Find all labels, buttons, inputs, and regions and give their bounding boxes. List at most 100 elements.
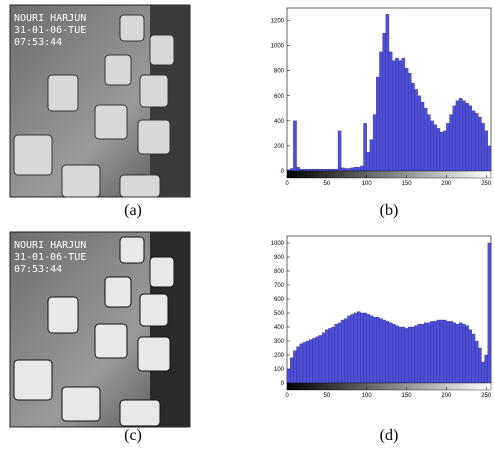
bar (434, 125, 437, 171)
gray-scale-bar (287, 171, 491, 178)
bar (459, 323, 462, 383)
figure: NOURI HARJUN31-01-06-TUE07:53:44(a)NOURI… (0, 0, 495, 454)
overlay-text: NOURI HARJUN (14, 240, 86, 251)
bar (443, 320, 446, 383)
bar (405, 68, 408, 171)
y-tick-label: 1000 (271, 44, 285, 50)
bar (446, 321, 449, 383)
bar (348, 316, 351, 383)
y-tick-label: 600 (274, 297, 285, 303)
bar (440, 132, 443, 171)
bar (450, 115, 453, 171)
bar (399, 327, 402, 383)
x-tick-label: 150 (402, 393, 413, 399)
bar (478, 348, 481, 383)
bar (469, 106, 472, 171)
bar (367, 152, 370, 171)
bar (485, 131, 488, 171)
bar (348, 168, 351, 171)
y-tick-label: 500 (274, 311, 285, 317)
bar (357, 312, 360, 383)
bar (367, 314, 370, 383)
bar (300, 169, 303, 171)
bar (430, 321, 433, 383)
y-tick-label: 0 (281, 169, 285, 175)
bar (421, 324, 424, 383)
bar (456, 101, 459, 171)
bar (383, 33, 386, 171)
y-tick-label: 900 (274, 255, 285, 261)
overlay-text: 07:53:44 (14, 37, 62, 48)
x-tick-label: 100 (362, 393, 373, 399)
bar (364, 313, 367, 383)
bar (415, 326, 418, 383)
overlay-text: 07:53:44 (14, 264, 62, 275)
x-tick-label: 250 (481, 393, 492, 399)
bar (469, 330, 472, 383)
bar (434, 321, 437, 383)
bar (395, 326, 398, 383)
bar (341, 168, 344, 171)
bar (344, 168, 347, 171)
bar (335, 169, 338, 171)
bar (306, 169, 309, 171)
bar (335, 324, 338, 383)
bar (338, 131, 341, 171)
y-tick-label: 200 (274, 353, 285, 359)
bar (344, 319, 347, 383)
bar (354, 313, 357, 383)
bar (462, 324, 465, 383)
x-tick-label: 50 (324, 181, 331, 187)
bar (293, 351, 296, 383)
bar (325, 330, 328, 383)
bar (402, 327, 405, 383)
bar (472, 334, 475, 383)
bar (376, 77, 379, 171)
bar (408, 327, 411, 383)
bar (370, 140, 373, 171)
bar (424, 323, 427, 383)
bar (478, 117, 481, 171)
overlay-text: 31-01-06-TUE (14, 252, 86, 263)
bar (386, 14, 389, 171)
y-tick-label: 1000 (271, 241, 285, 247)
bar (303, 169, 306, 171)
x-tick-label: 50 (324, 393, 331, 399)
bar (437, 320, 440, 383)
bar (481, 362, 484, 383)
bar (456, 324, 459, 383)
y-tick-label: 800 (274, 69, 285, 75)
bar (297, 167, 300, 171)
bar (373, 115, 376, 171)
bar (424, 108, 427, 171)
bar (306, 341, 309, 383)
bar (466, 103, 469, 171)
bar (462, 101, 465, 171)
x-tick-label: 0 (285, 393, 289, 399)
bar (290, 358, 293, 383)
bar (386, 321, 389, 383)
bar (421, 102, 424, 171)
bar (408, 73, 411, 171)
bar (440, 320, 443, 383)
caption: (a) (124, 202, 142, 219)
bar (411, 83, 414, 171)
x-tick-label: 0 (285, 181, 289, 187)
x-tick-label: 200 (441, 181, 452, 187)
overlay-text: NOURI HARJUN (14, 13, 86, 24)
bar (411, 327, 414, 383)
y-tick-label: 300 (274, 339, 285, 345)
bar (351, 168, 354, 171)
y-tick-label: 700 (274, 283, 285, 289)
bar (290, 168, 293, 171)
bar (303, 342, 306, 383)
bar (418, 96, 421, 171)
bar (322, 169, 325, 171)
bar (360, 313, 363, 383)
y-tick-label: 1200 (271, 19, 285, 25)
bar (354, 167, 357, 171)
bar (328, 328, 331, 383)
bar (293, 121, 296, 171)
bar (389, 323, 392, 383)
bar (376, 317, 379, 383)
